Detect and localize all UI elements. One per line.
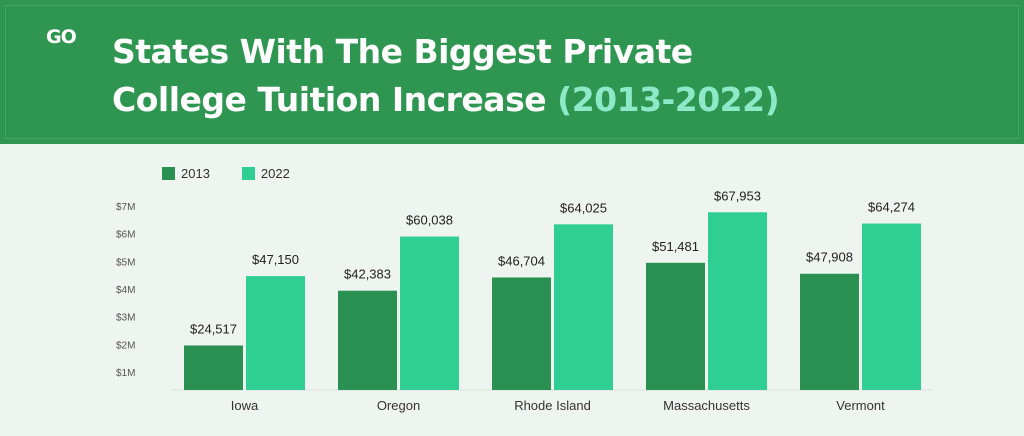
data-label: $46,704 xyxy=(498,253,545,268)
category-label: Massachusetts xyxy=(663,398,750,413)
chart-title: States With The Biggest Private College … xyxy=(112,28,780,124)
legend-item-2022: 2022 xyxy=(241,166,290,181)
bar-2022-vermont xyxy=(862,223,921,390)
bar-2013-massachusetts xyxy=(646,262,705,390)
go-logo: GO xyxy=(46,26,77,48)
y-tick-label: $3M xyxy=(116,313,135,324)
data-label: $47,908 xyxy=(806,250,853,265)
bar-2013-vermont xyxy=(800,273,859,390)
data-label: $60,038 xyxy=(406,213,453,228)
bar-2022-oregon xyxy=(400,236,459,390)
title-years: (2013-2022) xyxy=(557,80,780,119)
y-tick-label: $4M xyxy=(116,285,135,296)
bar-2022-rhode-island xyxy=(554,224,613,390)
data-label: $67,953 xyxy=(714,188,761,203)
data-label: $47,150 xyxy=(252,252,299,267)
bar-2013-iowa xyxy=(184,345,243,390)
bar-2013-rhode-island xyxy=(492,277,551,390)
bar-2013-oregon xyxy=(338,290,397,390)
header-border xyxy=(5,5,1019,139)
bar-2022-massachusetts xyxy=(708,212,767,390)
data-label: $51,481 xyxy=(652,239,699,254)
title-line-1: States With The Biggest Private xyxy=(112,32,693,71)
legend-swatch-2013 xyxy=(162,167,175,180)
legend-label-2013: 2013 xyxy=(181,166,210,181)
legend-label-2022: 2022 xyxy=(260,166,290,181)
title-line-2-text: College Tuition Increase xyxy=(112,80,547,119)
category-label: Rhode Island xyxy=(514,398,591,413)
category-label: Vermont xyxy=(836,398,885,413)
legend: 2013 2022 xyxy=(162,166,290,181)
title-line-2: College Tuition Increase (2013-2022) xyxy=(112,76,780,124)
data-label: $64,274 xyxy=(868,200,915,215)
data-label: $64,025 xyxy=(560,200,607,215)
legend-item-2013: 2013 xyxy=(162,166,210,181)
y-tick-label: $5M xyxy=(116,257,135,268)
category-label: Oregon xyxy=(377,398,420,413)
y-tick-label: $1M xyxy=(116,368,135,379)
y-tick-label: $6M xyxy=(116,230,135,241)
y-tick-label: $7M xyxy=(116,202,135,213)
category-label: Iowa xyxy=(231,398,259,413)
header-banner: GO States With The Biggest Private Colle… xyxy=(0,0,1024,144)
bar-2022-iowa xyxy=(246,276,305,390)
data-label: $42,383 xyxy=(344,267,391,282)
legend-swatch-2022 xyxy=(241,167,255,180)
y-tick-label: $2M xyxy=(116,340,135,351)
data-label: $24,517 xyxy=(190,321,237,336)
